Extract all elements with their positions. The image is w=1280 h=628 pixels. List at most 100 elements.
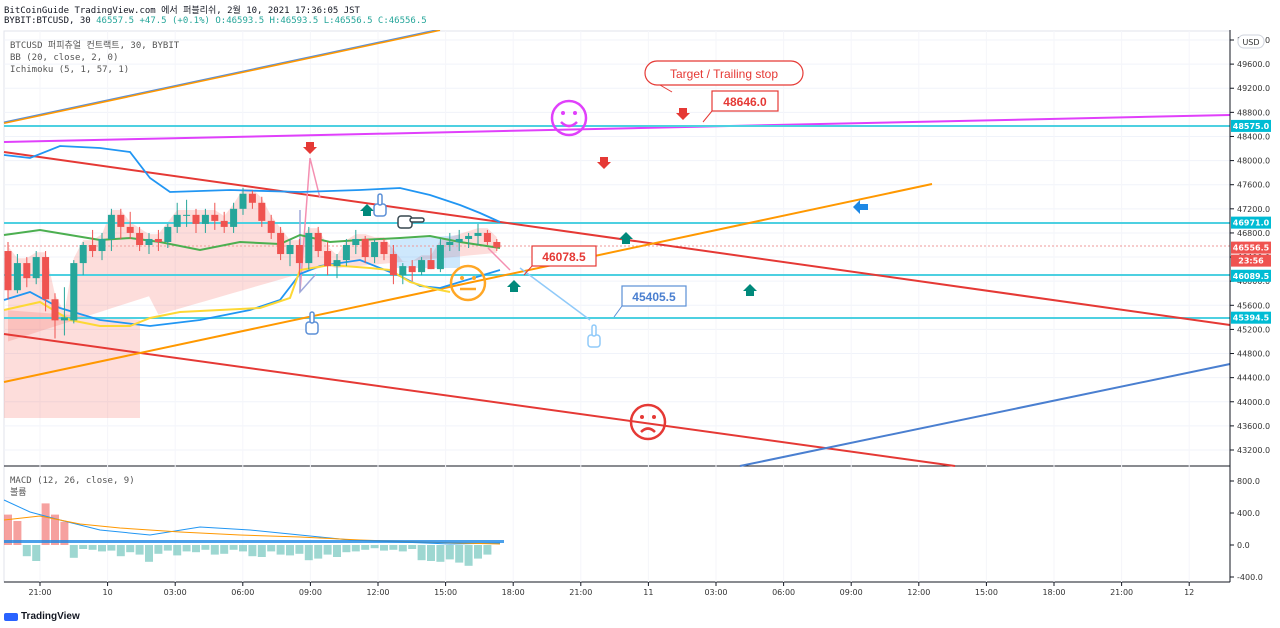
price-label: 48400.0: [1237, 132, 1270, 141]
neutral-face-icon: [449, 264, 487, 302]
arrow-down-icon: [676, 108, 690, 120]
time-label: 21:00: [28, 588, 51, 597]
currency-button[interactable]: [1237, 34, 1265, 49]
projection-arrow: [519, 267, 591, 321]
candle-body: [4, 251, 12, 291]
candle-body: [389, 254, 397, 276]
time-label: 18:00: [1042, 588, 1065, 597]
price-tag: [1231, 119, 1271, 132]
trendline-blue-top: [3, 30, 438, 123]
arrow-up-icon: [743, 284, 757, 296]
price-label: 43600.0: [1237, 422, 1270, 431]
publish-header: BitCoinGuide TradingView.com 에서 퍼블리쉬, 2월…: [4, 6, 360, 16]
price-tag: [1231, 254, 1271, 267]
tradingview-logo[interactable]: TradingView: [4, 611, 80, 622]
price-axis[interactable]: 50000.049600.049200.048800.048400.048000…: [1229, 30, 1270, 582]
price-label: 44000.0: [1237, 398, 1270, 407]
arrow-left-icon: [853, 200, 868, 214]
candle-body: [32, 257, 40, 279]
macd-pane[interactable]: [3, 465, 1231, 583]
candle-body: [164, 226, 172, 242]
arrow-up-icon: [619, 232, 633, 244]
hand-pointer-icon: [587, 324, 601, 348]
macd-bar: [182, 545, 191, 552]
price-tag: [1231, 269, 1271, 282]
macd-bar: [126, 545, 135, 553]
target-callout[interactable]: [644, 60, 804, 86]
macd-bar: [464, 545, 473, 566]
annotation-marks[interactable]: [303, 99, 868, 441]
price-label: 47200.0: [1237, 205, 1270, 214]
price-label: 49600.0: [1237, 60, 1270, 69]
ohlc-header: BYBIT:BTCUSD, 30 46557.5 +47.5 (+0.1%) O…: [4, 16, 427, 26]
macd-bar: [79, 545, 88, 549]
price-tag: [1231, 311, 1271, 324]
price-label: 47600.0: [1237, 181, 1270, 190]
candle-body: [455, 238, 463, 242]
price-label: 45600.0: [1237, 301, 1270, 310]
change-value: +47.5 (+0.1%): [139, 16, 210, 26]
candle-body: [399, 266, 407, 276]
price-callout-mid[interactable]: [531, 245, 597, 267]
price-callout-top-pointer: [702, 110, 713, 123]
candle-body: [408, 266, 416, 273]
candle-body: [192, 214, 200, 224]
bb-basis: [3, 228, 501, 252]
price-chart[interactable]: 50000.049600.049200.048800.048400.048000…: [0, 30, 1280, 610]
candle-body: [361, 238, 369, 258]
candle-body: [352, 238, 360, 245]
candle-body: [342, 245, 350, 261]
macd-bar: [32, 545, 41, 561]
price-label: 43200.0: [1237, 446, 1270, 455]
macd-bar: [248, 545, 257, 557]
price-tags: 48575.0 46971.0 46556.5 23:56 46089.5 45394.5: [1231, 119, 1271, 324]
bb-upper: [3, 145, 501, 223]
hand-pointer-icon: [373, 193, 387, 217]
candle-body: [79, 245, 87, 264]
price-tag-label: 45394.5: [1233, 314, 1270, 323]
price-callout-top-text: 48646.0: [723, 95, 767, 109]
candle-body: [201, 214, 209, 224]
macd-bar: [173, 545, 182, 556]
macd-label: 0.0: [1237, 541, 1250, 550]
macd-bar: [22, 545, 31, 557]
candle-body: [126, 226, 134, 233]
candle-body: [70, 263, 78, 321]
price-callout-low[interactable]: [621, 285, 687, 307]
macd-bar: [154, 545, 163, 554]
macd-bar: [60, 521, 69, 545]
ohlc-values: O:46593.5 H:46593.5 L:46556.5 C:46556.5: [215, 16, 427, 26]
candle-body: [89, 245, 97, 252]
candle-body: [446, 241, 454, 245]
candle-body: [23, 263, 31, 279]
time-label: 12:00: [907, 588, 930, 597]
macd-bar: [107, 545, 116, 551]
candle-body: [173, 214, 181, 227]
macd-bar: [380, 545, 388, 551]
macd-bar: [314, 545, 323, 559]
target-callout-pointer: [659, 84, 673, 93]
candle-body: [436, 245, 444, 270]
time-axis[interactable]: 21:00 10 03:00 06:00 09:00 12:00 15:00 18:00 21:…: [28, 582, 1194, 597]
macd-histogram: [3, 499, 504, 566]
macd-label: 400.0: [1237, 509, 1260, 518]
macd-bar: [257, 545, 266, 557]
smiley-face-icon: [550, 99, 588, 137]
candle-body: [107, 214, 115, 239]
macd-bar: [408, 545, 417, 549]
pink-arrow-path: [299, 157, 321, 293]
macd-bar: [41, 503, 50, 545]
macd-bar: [483, 545, 492, 555]
macd-bar: [445, 545, 454, 560]
price-tag: [1231, 241, 1271, 254]
candle-body: [371, 241, 379, 258]
target-callout-text: Target / Trailing stop: [670, 67, 778, 81]
price-callout-top[interactable]: [711, 90, 779, 112]
price-tag-label: 23:56: [1238, 257, 1264, 266]
candle-body: [98, 238, 106, 252]
candle-body: [211, 214, 219, 221]
time-label: 09:00: [840, 588, 863, 597]
time-label: 03:00: [704, 588, 727, 597]
time-label: 15:00: [975, 588, 998, 597]
time-label: 09:00: [299, 588, 322, 597]
